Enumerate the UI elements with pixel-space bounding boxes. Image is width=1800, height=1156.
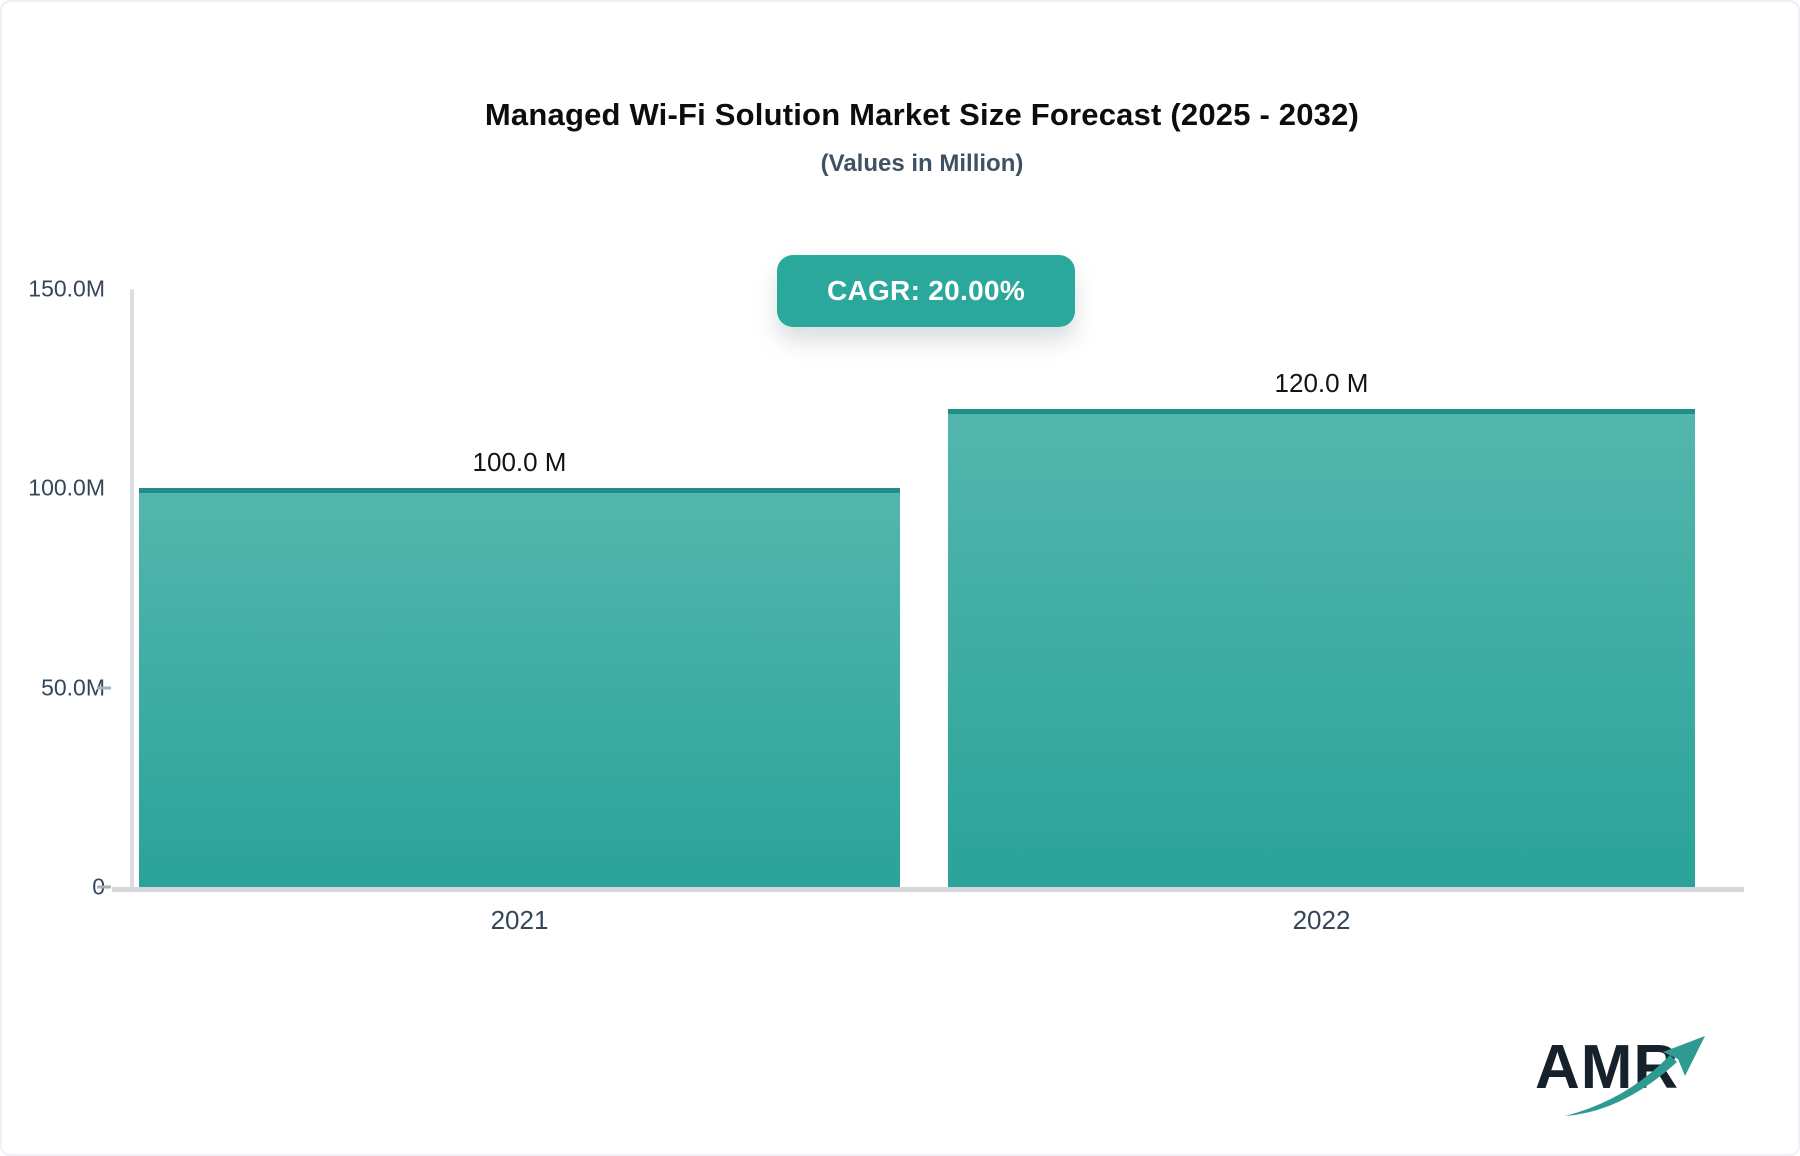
cagr-badge: CAGR: 20.00% bbox=[777, 255, 1075, 327]
amr-logo-text: AMR bbox=[1535, 1033, 1680, 1102]
x-axis-label: 2022 bbox=[1292, 905, 1351, 935]
y-tick-dash bbox=[97, 686, 111, 690]
y-tick-label: 100.0M bbox=[28, 474, 105, 501]
bar-value-label: 120.0 M bbox=[1274, 368, 1369, 398]
bar-2021 bbox=[139, 488, 900, 887]
x-axis-line bbox=[112, 887, 1744, 892]
y-tick-dash bbox=[97, 885, 111, 889]
bar-2022 bbox=[948, 409, 1695, 887]
bar-value-label: 100.0 M bbox=[472, 447, 567, 477]
y-axis-line bbox=[130, 289, 134, 892]
x-axis-label: 2021 bbox=[490, 905, 549, 935]
y-tick-label: 150.0M bbox=[28, 275, 105, 302]
chart-title: Managed Wi-Fi Solution Market Size Forec… bbox=[484, 97, 1360, 132]
y-tick-label: 0 bbox=[15, 874, 105, 901]
y-tick-label: 50.0M bbox=[41, 674, 105, 701]
chart-subtitle: (Values in Million) bbox=[820, 150, 1024, 177]
trend-arrow-icon bbox=[1565, 1036, 1705, 1116]
amr-logo: AMR bbox=[1527, 1020, 1737, 1125]
